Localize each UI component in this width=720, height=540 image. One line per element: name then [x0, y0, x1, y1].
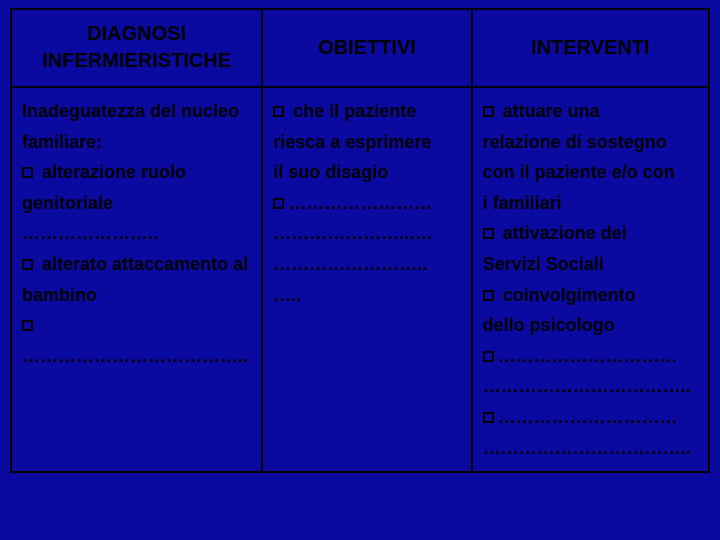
text: ……………………………..	[483, 433, 698, 464]
checkbox-icon	[483, 290, 494, 301]
bullet-line: …………………………	[483, 341, 698, 372]
text: familiare:	[22, 127, 251, 158]
nursing-table: DIAGNOSI INFERMIERISTICHE OBIETTIVI INTE…	[10, 8, 710, 473]
text: ……………………	[288, 193, 432, 213]
bullet-line: ……………………	[273, 188, 460, 219]
checkbox-icon	[22, 320, 33, 331]
cell-obiettivi: che il paziente riesca a esprimere il su…	[262, 87, 471, 472]
text: coinvolgimento	[498, 285, 636, 305]
checkbox-icon	[273, 198, 284, 209]
text: …………………………	[498, 407, 678, 427]
text: ………………………………..	[22, 346, 248, 366]
text: che il paziente	[288, 101, 416, 121]
bullet-line: attivazione dei	[483, 218, 698, 249]
text: Servizi Sociali	[483, 249, 698, 280]
slide: DIAGNOSI INFERMIERISTICHE OBIETTIVI INTE…	[0, 0, 720, 540]
text: …………………………	[498, 346, 678, 366]
text: relazione di sostegno	[483, 127, 698, 158]
text: ……………………..	[273, 249, 460, 280]
text: con il paziente e/o con	[483, 157, 698, 188]
checkbox-icon	[22, 167, 33, 178]
checkbox-icon	[273, 106, 284, 117]
header-diagnosi: DIAGNOSI INFERMIERISTICHE	[11, 9, 262, 87]
text: dello psicologo	[483, 310, 698, 341]
checkbox-icon	[22, 259, 33, 270]
text: genitoriale …………………..	[22, 188, 251, 249]
bullet-line: coinvolgimento	[483, 280, 698, 311]
checkbox-icon	[483, 228, 494, 239]
checkbox-icon	[483, 351, 494, 362]
cell-diagnosi: Inadeguatezza del nucleo familiare: alte…	[11, 87, 262, 472]
text: alterazione ruolo	[37, 162, 186, 182]
bullet-line: …………………………	[483, 402, 698, 433]
text: Inadeguatezza del nucleo	[22, 96, 251, 127]
bullet-line: alterato attaccamento al	[22, 249, 251, 280]
text: i familiari	[483, 188, 698, 219]
bullet-line: alterazione ruolo	[22, 157, 251, 188]
cell-interventi: attuare una relazione di sostegno con il…	[472, 87, 709, 472]
text: ……………………………..	[483, 371, 698, 402]
text: alterato attaccamento al	[37, 254, 248, 274]
text: …………………..….	[273, 218, 460, 249]
header-interventi: INTERVENTI	[472, 9, 709, 87]
checkbox-icon	[483, 412, 494, 423]
text: attuare una	[498, 101, 600, 121]
checkbox-icon	[483, 106, 494, 117]
text: riesca a esprimere	[273, 127, 460, 158]
header-obiettivi: OBIETTIVI	[262, 9, 471, 87]
text: bambino	[22, 280, 251, 311]
bullet-line: ………………………………..	[22, 310, 251, 371]
text: …..	[273, 280, 460, 311]
bullet-line: che il paziente	[273, 96, 460, 127]
text: il suo disagio	[273, 157, 460, 188]
bullet-line: attuare una	[483, 96, 698, 127]
text: attivazione dei	[498, 223, 627, 243]
